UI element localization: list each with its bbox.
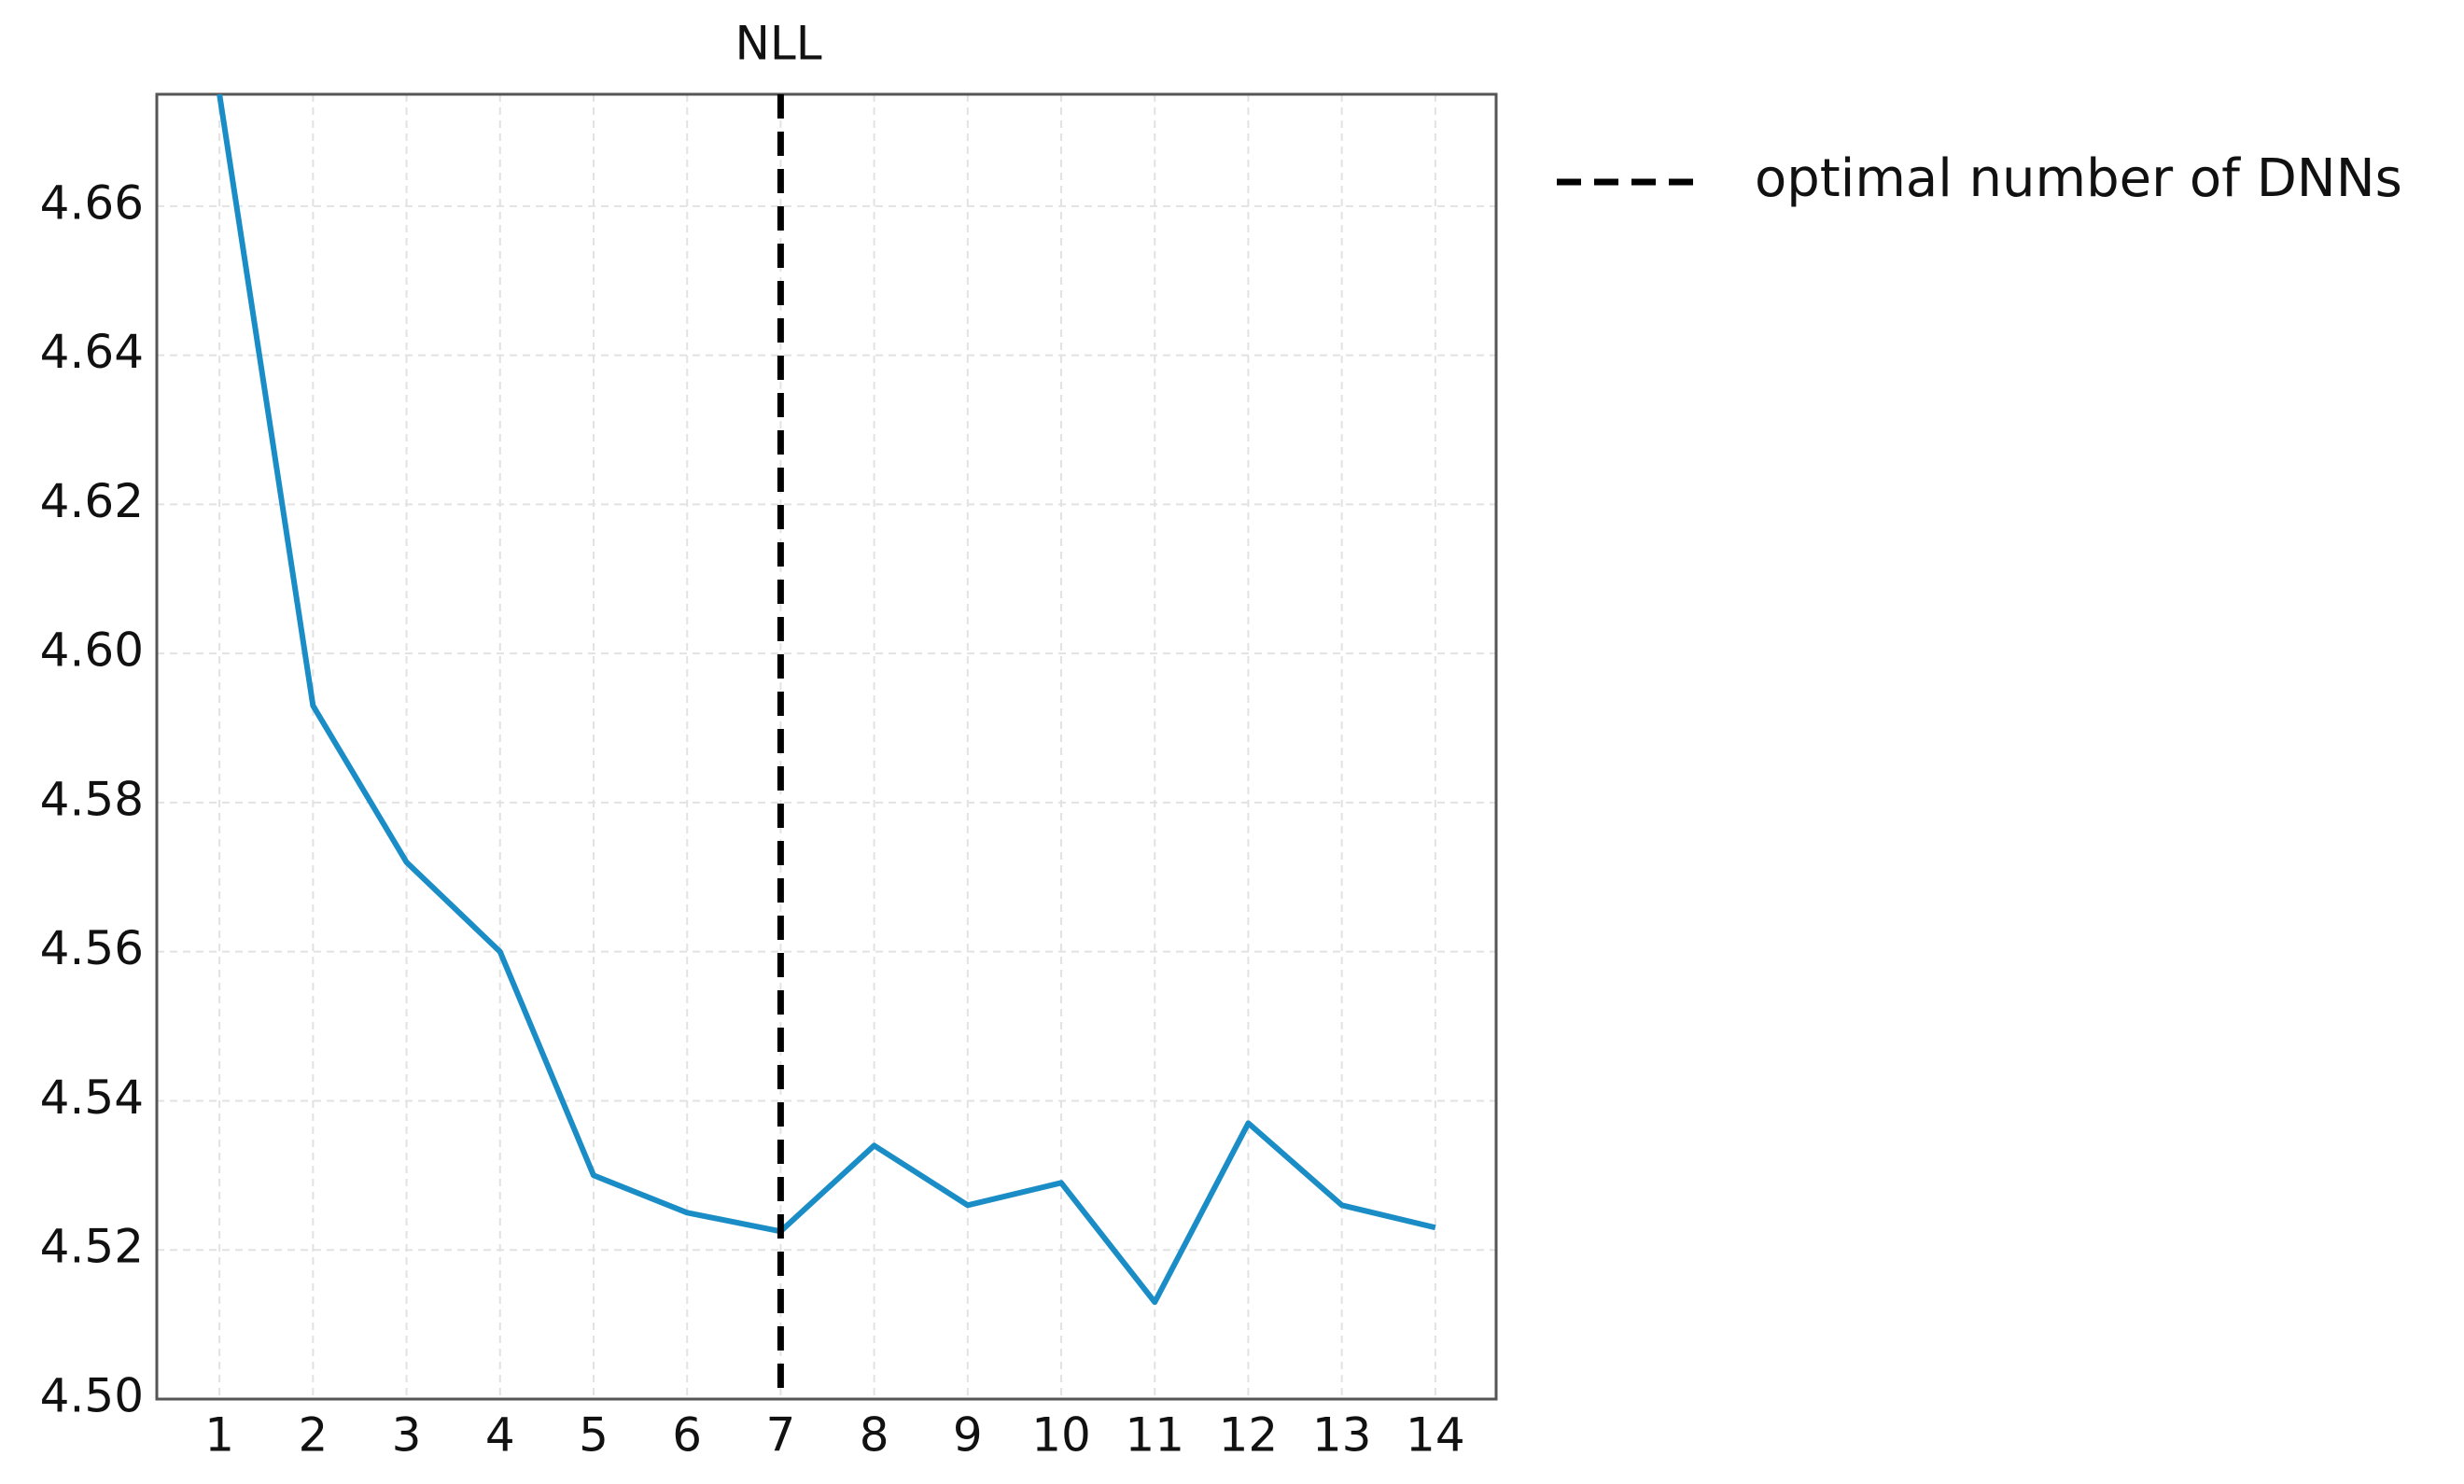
y-tick-label: 4.64 — [40, 325, 144, 379]
x-tick-label: 3 — [392, 1408, 422, 1463]
x-tick-label: 12 — [1219, 1408, 1279, 1463]
x-tick-label: 5 — [579, 1408, 609, 1463]
x-tick-label: 1 — [204, 1408, 234, 1463]
x-tick-label: 11 — [1125, 1408, 1184, 1463]
y-tick-label: 4.52 — [40, 1220, 144, 1274]
y-tick-label: 4.66 — [40, 175, 144, 230]
y-tick-label: 4.50 — [40, 1369, 144, 1423]
x-tick-label: 9 — [953, 1408, 983, 1463]
x-tick-label: 10 — [1031, 1408, 1091, 1463]
y-tick-label: 4.56 — [40, 921, 144, 975]
chart-title: NLL — [735, 17, 821, 71]
y-tick-label: 4.62 — [40, 474, 144, 528]
y-tick-label: 4.60 — [40, 623, 144, 678]
data-line — [217, 94, 1436, 1306]
y-tick-label: 4.58 — [40, 772, 144, 826]
x-tick-label: 4 — [485, 1408, 515, 1463]
x-tick-label: 13 — [1312, 1408, 1372, 1463]
legend-label: optimal number of DNNs — [1755, 148, 2402, 209]
x-tick-label: 14 — [1406, 1408, 1465, 1463]
y-tick-label: 4.54 — [40, 1071, 144, 1125]
x-tick-label: 2 — [298, 1408, 328, 1463]
x-tick-label: 8 — [860, 1408, 889, 1463]
x-tick-label: 7 — [765, 1408, 795, 1463]
plot-frame — [155, 92, 1498, 1401]
x-tick-label: 6 — [672, 1408, 702, 1463]
